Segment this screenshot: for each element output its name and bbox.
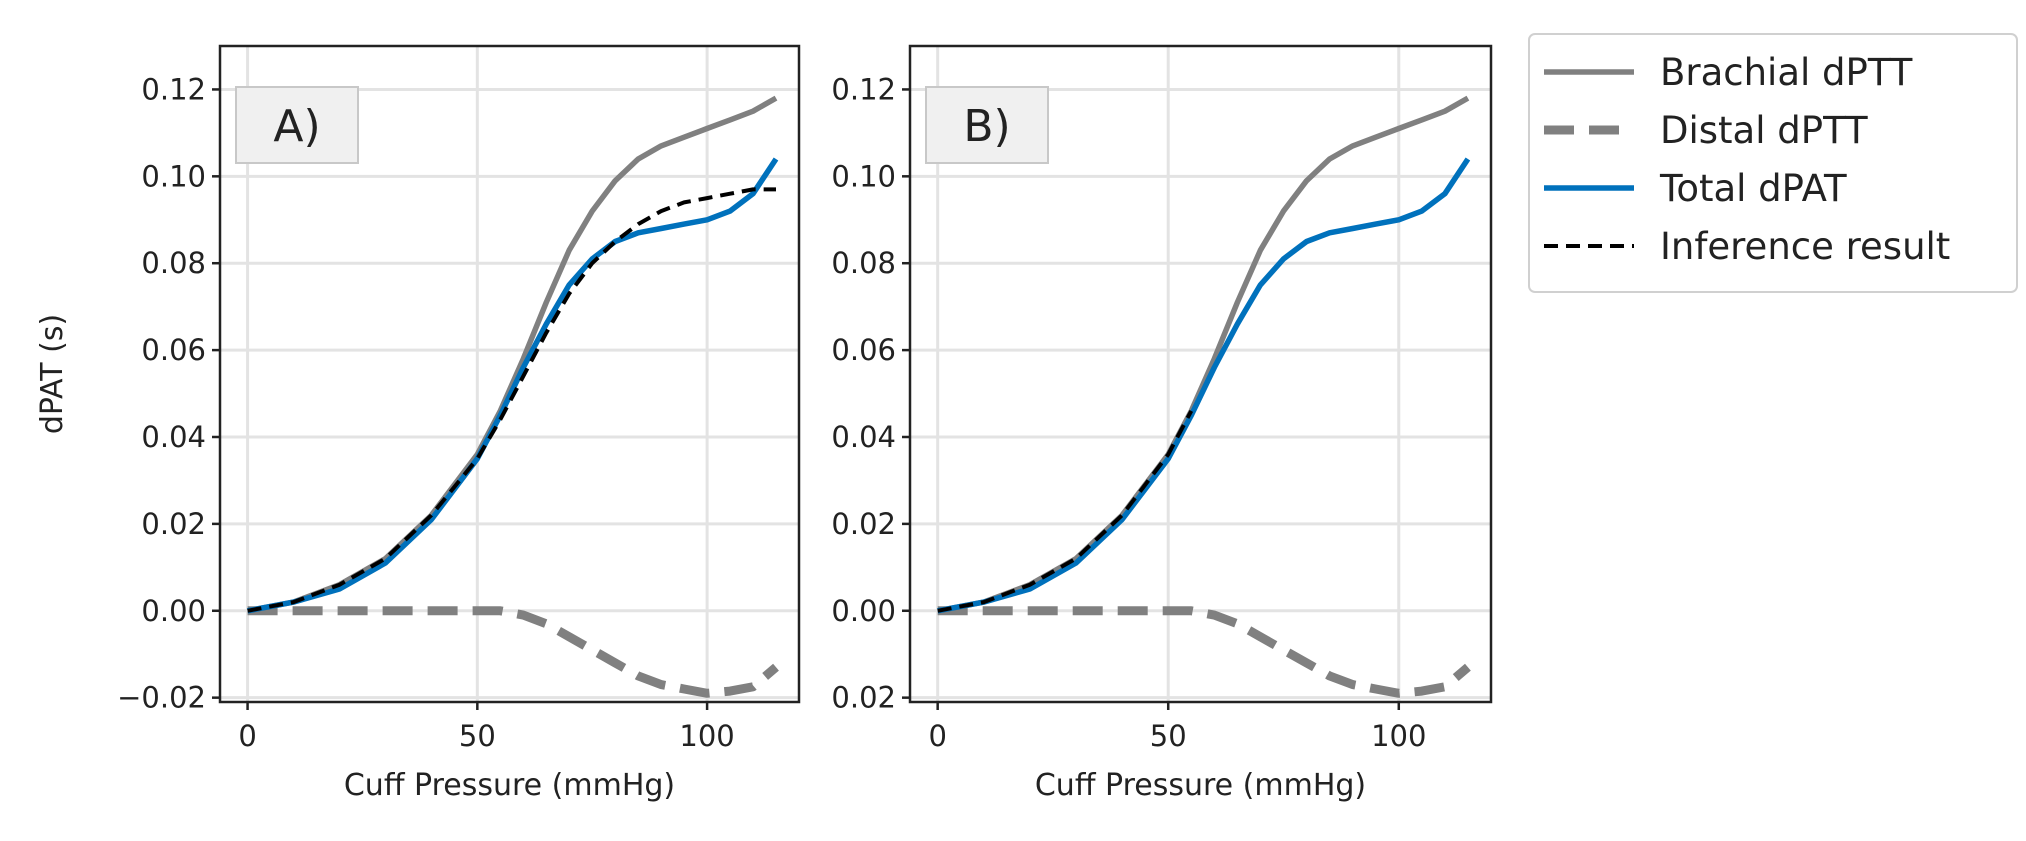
y-tick-label: 0.02 (831, 507, 896, 541)
x-axis-label: Cuff Pressure (mmHg) (344, 768, 675, 803)
y-tick-label: 0.10 (831, 159, 896, 193)
y-tick-label: 0.00 (831, 594, 896, 628)
x-tick-label: 100 (679, 719, 734, 753)
x-tick-label: 0 (238, 719, 256, 753)
legend-frame (1528, 33, 2018, 293)
y-axis-label: dPAT (s) (35, 314, 70, 434)
y-tick-label: 0.08 (141, 246, 206, 280)
legend-label: Inference result (1660, 225, 1950, 268)
y-tick-label: 0.12 (141, 72, 206, 106)
y-tick-label: 0.02 (831, 681, 896, 715)
x-tick-label: 50 (459, 719, 496, 753)
series-line-brachial-dptt (247, 95, 778, 614)
legend: Brachial dPTT Distal dPTT Total dPAT Infere… (1528, 33, 2018, 293)
panel-a: A) 0 50 100 −0.02 0.00 0.02 0.04 0.06 0.08 0.10 0.1… (35, 44, 801, 803)
series-line-inference-result (247, 187, 776, 613)
x-tick-label: 0 (928, 719, 946, 753)
y-tick-label: 0.12 (831, 72, 896, 106)
series-line-inference-result (937, 409, 1194, 613)
x-tick-label: 50 (1150, 719, 1187, 753)
y-tick-label: 0.06 (141, 333, 206, 367)
series-line-total-dpat (247, 157, 779, 614)
series-line-distal-dptt (937, 606, 1471, 698)
x-tick-label: 100 (1371, 719, 1426, 753)
series-line-total-dpat (937, 157, 1471, 614)
y-tick-label: 0.06 (831, 333, 896, 367)
legend-label: Brachial dPTT (1660, 51, 1913, 94)
series-line-brachial-dptt (937, 95, 1470, 614)
y-tick-label: 0.02 (141, 507, 206, 541)
legend-label: Distal dPTT (1660, 109, 1868, 152)
plot-frame (908, 44, 1493, 704)
y-tick-label: 0.08 (831, 246, 896, 280)
y-tick-label: 0.04 (141, 420, 206, 454)
y-tick-label: 0.00 (141, 594, 206, 628)
panel-label-box (235, 86, 359, 164)
panel-label: B) (963, 101, 1010, 152)
panel-label: A) (273, 101, 320, 152)
y-tick-label: −0.02 (117, 681, 206, 715)
x-axis-label: Cuff Pressure (mmHg) (1035, 768, 1366, 803)
series-line-distal-dptt (247, 606, 779, 698)
panel-label-box (925, 86, 1049, 164)
y-tick-label: 0.10 (141, 159, 206, 193)
panel-b: B) 0 50 100 0.02 0.00 0.02 0.04 0.06 0.08 0.10 0.12… (831, 44, 1493, 803)
legend-label: Total dPAT (1659, 167, 1847, 210)
y-tick-label: 0.04 (831, 420, 896, 454)
plot-frame (218, 44, 801, 704)
